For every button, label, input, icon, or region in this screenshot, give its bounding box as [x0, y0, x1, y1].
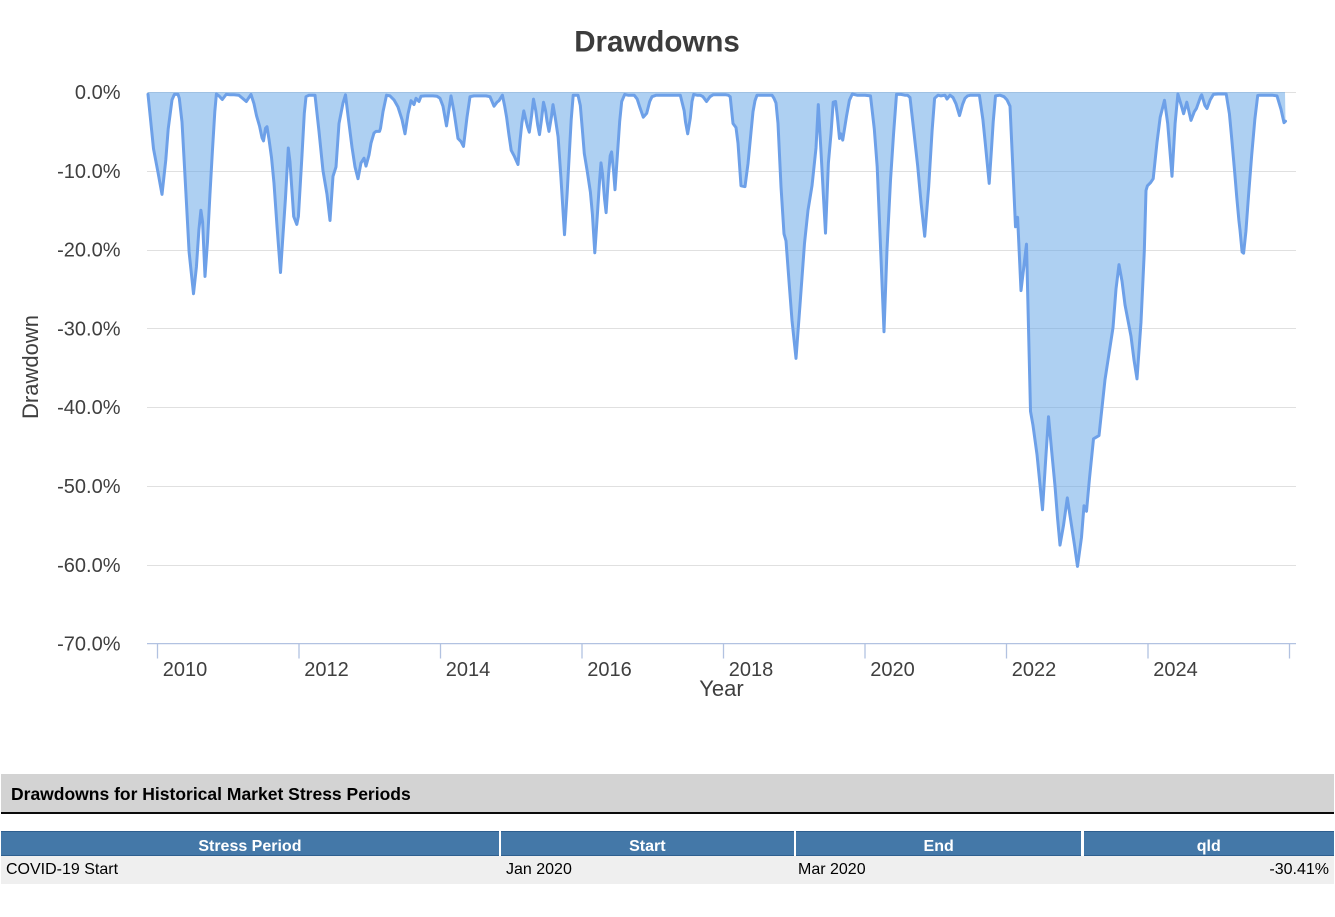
svg-text:2020: 2020 — [870, 659, 915, 681]
svg-text:-50.0%: -50.0% — [57, 476, 121, 498]
svg-text:2016: 2016 — [587, 659, 632, 681]
svg-text:2022: 2022 — [1012, 659, 1057, 681]
svg-text:Year: Year — [699, 676, 743, 701]
svg-text:-20.0%: -20.0% — [57, 240, 121, 262]
svg-text:2014: 2014 — [446, 659, 491, 681]
svg-text:Drawdowns: Drawdowns — [574, 26, 740, 59]
svg-text:-40.0%: -40.0% — [57, 397, 121, 419]
svg-text:-10.0%: -10.0% — [57, 161, 121, 183]
svg-text:-70.0%: -70.0% — [57, 634, 121, 656]
svg-text:2012: 2012 — [304, 659, 349, 681]
svg-text:2010: 2010 — [163, 659, 208, 681]
svg-text:2024: 2024 — [1153, 659, 1198, 681]
svg-text:-60.0%: -60.0% — [57, 555, 121, 577]
svg-text:Drawdown: Drawdown — [18, 315, 43, 419]
svg-text:2018: 2018 — [729, 659, 774, 681]
svg-text:-30.0%: -30.0% — [57, 318, 121, 340]
svg-text:0.0%: 0.0% — [75, 82, 121, 104]
